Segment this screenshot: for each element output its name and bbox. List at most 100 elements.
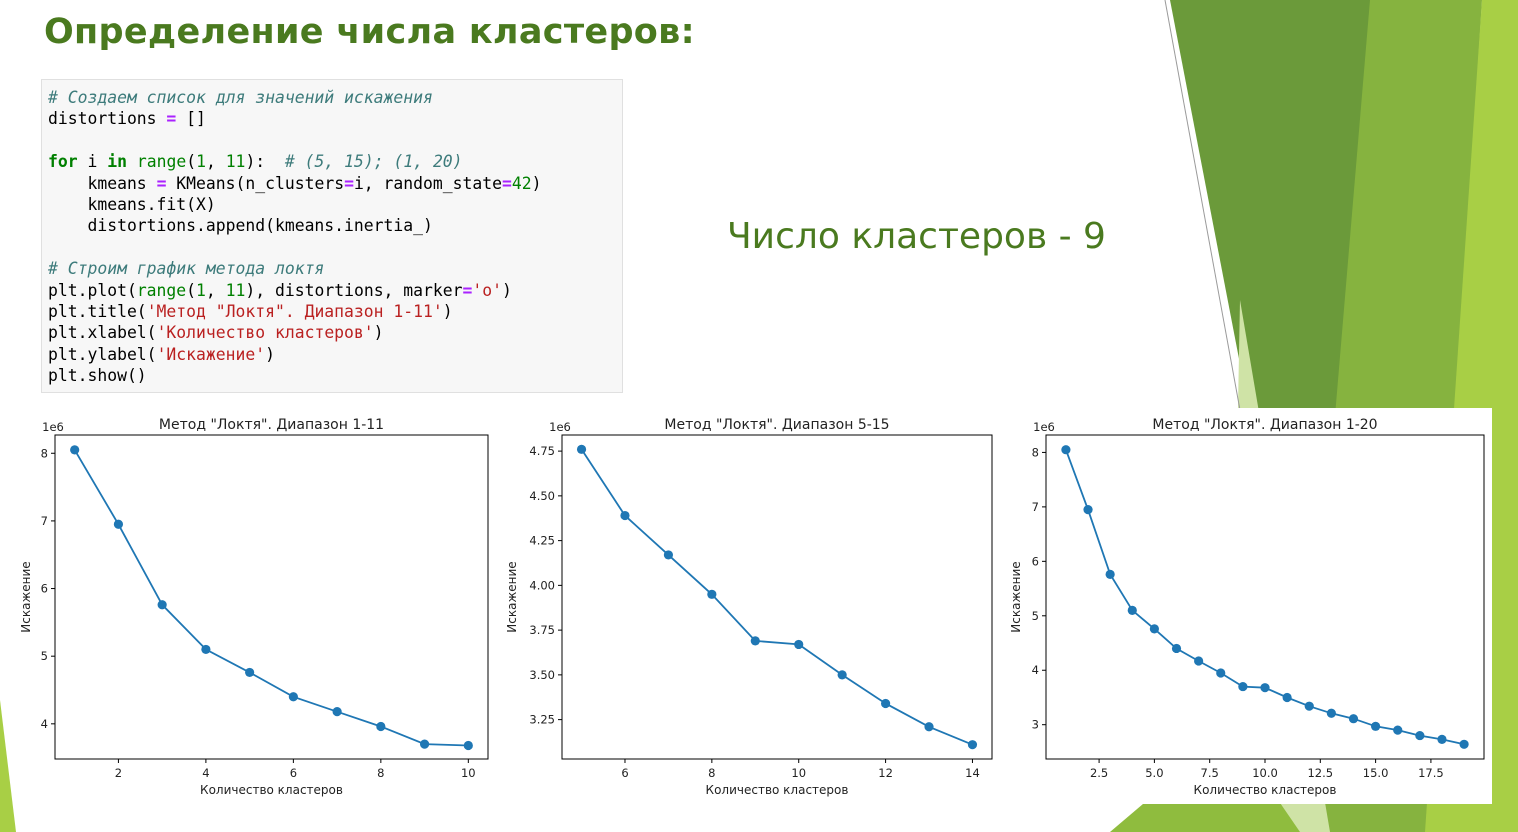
code-token: = <box>166 109 177 129</box>
code-line <box>48 237 616 258</box>
y-tick-label: 4.00 <box>529 578 555 592</box>
code-token: distortions.append(kmeans.inertia_) <box>48 216 433 236</box>
y-axis-label: Искажение <box>505 561 519 632</box>
x-tick-label: 5.0 <box>1145 766 1163 780</box>
y-tick-label: 6 <box>41 582 48 596</box>
series-line <box>580 448 973 746</box>
code-token: plt.title( <box>48 301 147 321</box>
y-scale-label: 1e6 <box>549 420 571 434</box>
y-tick-label: 4.75 <box>529 444 555 458</box>
code-line: # Строим график метода локтя <box>48 258 616 279</box>
code-token: ( <box>186 152 197 172</box>
y-tick-label: 5 <box>1032 609 1039 623</box>
series-line <box>73 449 469 747</box>
code-token: for <box>48 152 78 172</box>
y-tick-label: 3.75 <box>529 623 555 637</box>
code-token: i <box>77 152 108 172</box>
code-token: # (5, 15); (1, 20) <box>284 152 463 172</box>
y-tick-label: 4 <box>1032 663 1039 677</box>
data-point <box>880 698 891 709</box>
data-point <box>1083 505 1093 515</box>
data-point <box>1238 681 1248 692</box>
code-token: in <box>107 152 127 172</box>
code-token: , <box>205 280 226 300</box>
elbow-chart-1-11: Метод "Локтя". Диапазон 1-11 1e6 2 4 6 8 10 4 5 6… <box>14 408 500 804</box>
code-token: 'Метод "Локтя". Диапазон 1-11' <box>146 301 443 321</box>
data-point <box>1216 668 1226 678</box>
plot-frame <box>561 434 993 760</box>
data-point <box>70 445 80 455</box>
x-tick-label: 6 <box>290 766 297 780</box>
code-token: KMeans(n_clusters <box>166 173 345 193</box>
y-scale-label: 1e6 <box>42 420 64 434</box>
y-tick-label: 5 <box>41 649 48 663</box>
data-point <box>1437 734 1447 744</box>
data-point <box>463 740 473 751</box>
code-token: ) <box>442 301 453 321</box>
chart-svg-5-15: Метод "Локтя". Диапазон 5-15 1e6 6 8 10 12 14 3… <box>505 417 993 797</box>
code-token: 1 <box>196 152 206 172</box>
data-point <box>750 636 760 646</box>
code-line: plt.plot(range(1, 11), distortions, mark… <box>48 280 616 301</box>
code-token: distortions <box>48 109 167 129</box>
code-line: # Создаем список для значений искажения <box>48 87 616 108</box>
y-scale-label: 1e6 <box>1033 420 1055 434</box>
data-point <box>924 722 934 732</box>
code-token <box>127 152 137 171</box>
y-tick-label: 4.50 <box>529 489 555 503</box>
code-token: 11 <box>225 152 246 172</box>
slide-title: Определение числа кластеров: <box>44 12 695 52</box>
data-point <box>1415 730 1425 741</box>
data-point <box>1282 692 1292 703</box>
data-point <box>1105 569 1115 580</box>
code-token: plt.plot( <box>48 280 137 300</box>
decor-sliver-left <box>0 700 16 832</box>
data-point <box>1127 605 1137 615</box>
code-token: ): <box>245 152 285 172</box>
y-tick-label: 3.50 <box>529 668 555 682</box>
x-tick-label: 8 <box>708 766 715 780</box>
code-token: , <box>205 152 226 172</box>
code-token: ) <box>502 280 512 300</box>
code-token: ) <box>373 323 384 343</box>
data-point <box>1194 656 1204 666</box>
y-tick-label: 8 <box>41 446 48 460</box>
code-token: ) <box>531 173 542 193</box>
y-tick-label: 8 <box>1032 445 1039 459</box>
data-point <box>1061 445 1071 455</box>
cluster-count-result: Число кластеров - 9 <box>727 216 1106 257</box>
decor-line <box>1164 0 1241 411</box>
x-tick-label: 6 <box>621 766 628 780</box>
x-tick-label: 2 <box>115 766 122 780</box>
data-point <box>1326 708 1336 718</box>
series-line <box>1065 449 1465 746</box>
x-tick-label: 10 <box>791 766 806 780</box>
data-point <box>794 639 804 650</box>
code-token: # Строим график метода локтя <box>48 259 325 279</box>
code-line: plt.xlabel('Количество кластеров') <box>48 322 616 343</box>
data-point <box>245 667 255 678</box>
data-point <box>1348 714 1359 724</box>
code-token: 11 <box>225 280 246 300</box>
y-tick-label: 3 <box>1032 718 1039 732</box>
code-token: ( <box>186 280 197 300</box>
data-point <box>1260 683 1270 693</box>
code-token: = <box>156 173 167 193</box>
code-token: kmeans <box>48 173 157 193</box>
data-point <box>1149 624 1159 634</box>
x-tick-label: 10 <box>461 766 476 780</box>
code-token: plt.show() <box>48 366 147 386</box>
chart-title: Метод "Локтя". Диапазон 5-15 <box>664 417 889 433</box>
data-point <box>376 721 386 732</box>
code-token: 'Искажение' <box>156 344 266 364</box>
code-line: kmeans.fit(X) <box>48 194 616 215</box>
code-token: 1 <box>196 280 206 300</box>
plot-frame <box>1045 434 1485 760</box>
code-token: i, random_state <box>353 173 502 193</box>
code-cell: # Создаем список для значений искажения d… <box>41 79 623 393</box>
y-tick-label: 7 <box>1032 500 1039 514</box>
data-point <box>837 670 847 680</box>
code-token: plt.xlabel( <box>48 323 157 343</box>
code-token: = <box>462 280 473 300</box>
x-axis-label: Количество кластеров <box>706 783 849 797</box>
